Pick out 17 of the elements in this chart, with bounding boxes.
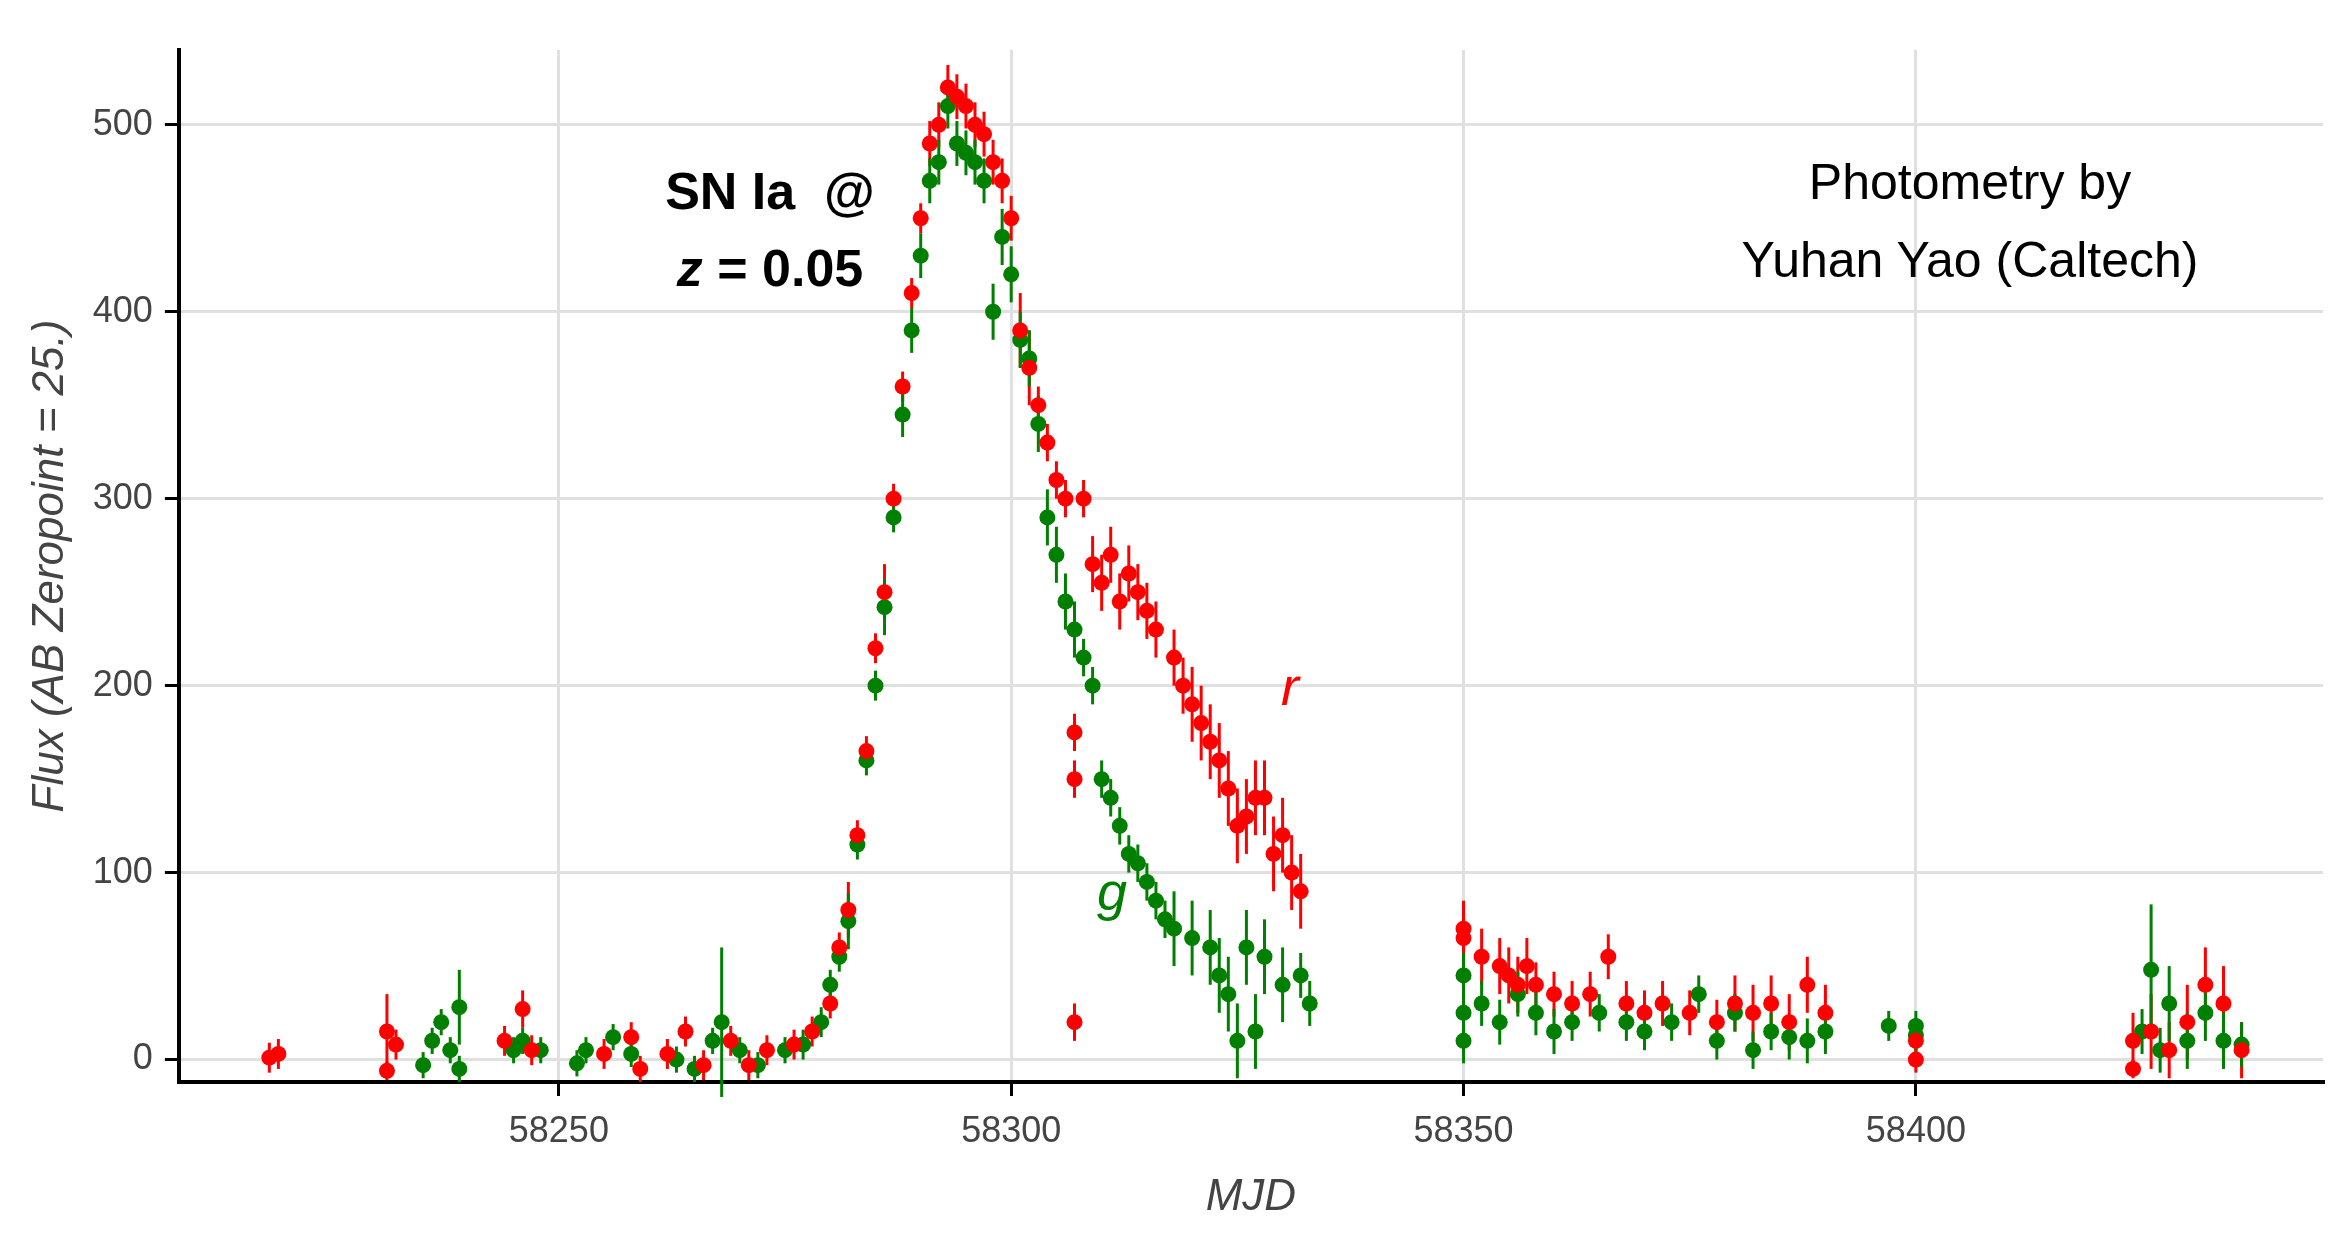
y-axis-title: Flux (AB Zeropoint = 25.): [22, 319, 72, 813]
series-label: r: [1281, 656, 1302, 717]
y-tick-label: 100: [92, 849, 153, 891]
annotation: SN Ia @: [665, 162, 875, 221]
y-tick-label: 400: [92, 288, 153, 330]
y-tick-label: 300: [92, 475, 153, 517]
x-tick-label: 58250: [508, 1108, 609, 1150]
y-tick-label: 200: [92, 662, 153, 704]
annotation: Photometry by Yuhan Yao (Caltech): [1741, 153, 2199, 288]
x-tick-label: 58400: [1865, 1108, 1966, 1150]
annotation: z = 0.05: [675, 239, 864, 298]
x-tick-label: 58300: [961, 1108, 1062, 1150]
y-tick-label: 0: [132, 1036, 153, 1078]
series-label: g: [1096, 861, 1128, 922]
y-tick-label: 500: [92, 101, 153, 143]
x-axis-title: MJD: [1205, 1169, 1297, 1219]
x-tick-label: 58350: [1413, 1108, 1514, 1150]
